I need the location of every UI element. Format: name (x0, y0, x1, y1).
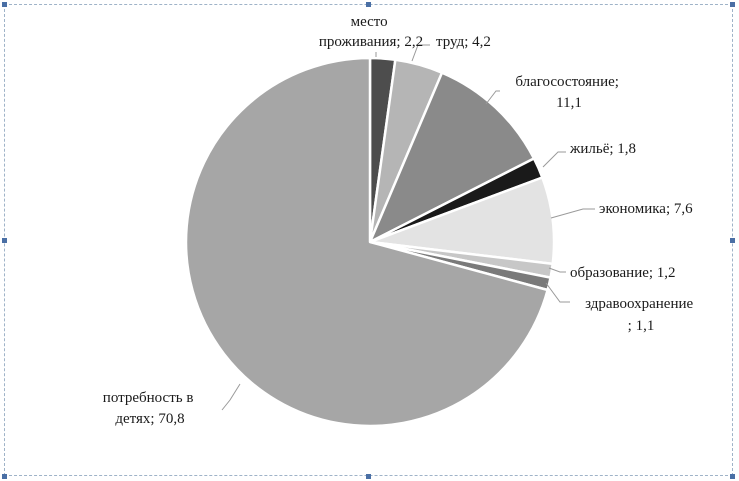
leader-line-welfare (485, 90, 500, 105)
leader-line-children (221, 383, 241, 411)
pie-slices (184, 56, 556, 428)
resize-handle-bottom-right[interactable] (730, 474, 735, 479)
data-label-education: образование; 1,2 (570, 265, 676, 281)
leader-line-housing (542, 151, 566, 168)
data-label-health: здравоохранение ; 1,1 (585, 296, 697, 334)
data-label-economy: экономика; 7,6 (599, 201, 693, 217)
resize-handle-bottom-center[interactable] (366, 474, 371, 479)
resize-handle-mid-left[interactable] (2, 238, 7, 243)
resize-handle-mid-right[interactable] (730, 238, 735, 243)
leader-line-economy (550, 208, 595, 219)
resize-handle-top-left[interactable] (2, 2, 7, 7)
leader-lines (221, 44, 595, 411)
leader-line-health (545, 282, 570, 303)
data-label-place: место проживания; 2,2 (319, 14, 423, 50)
pie-slice-7 (184, 56, 549, 428)
resize-handle-top-center[interactable] (366, 2, 371, 7)
data-label-housing: жильё; 1,8 (569, 141, 636, 157)
leader-line-education (548, 267, 566, 273)
resize-handle-bottom-left[interactable] (2, 474, 7, 479)
pie-slice-2 (368, 71, 536, 244)
leader-line-labor (411, 44, 430, 62)
data-label-labor: труд; 4,2 (436, 34, 491, 50)
data-label-welfare: благосостояние; 11,1 (515, 74, 622, 111)
resize-handle-top-right[interactable] (730, 2, 735, 7)
data-label-children: потребность в детях; 70,8 (103, 390, 197, 427)
